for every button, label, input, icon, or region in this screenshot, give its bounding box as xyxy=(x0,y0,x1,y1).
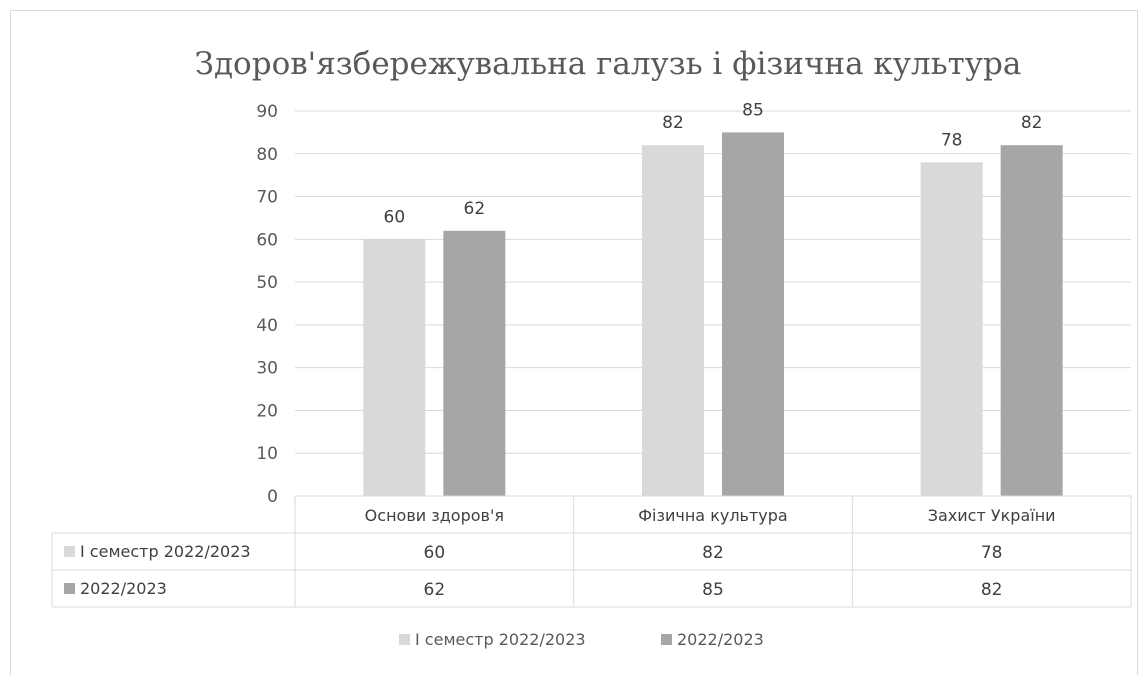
legend-swatch xyxy=(399,634,410,645)
data-label: 78 xyxy=(941,130,963,150)
table-cell: 82 xyxy=(981,580,1003,600)
y-tick-label: 30 xyxy=(256,359,278,379)
chart-svg: Здоров'язбережувальна галузь і фізична к… xyxy=(51,46,1132,649)
y-tick-label: 40 xyxy=(256,316,278,336)
labels-layer: 60 62 82 85 78 82 xyxy=(384,100,1043,227)
bar xyxy=(722,132,784,496)
table-cell: 78 xyxy=(981,543,1003,563)
data-label: 82 xyxy=(1021,113,1043,133)
legend-swatch xyxy=(661,634,672,645)
bar xyxy=(920,162,983,497)
series-row-label: І семестр 2022/2023 xyxy=(80,542,251,561)
y-tick-label: 60 xyxy=(256,230,278,250)
chart-title: Здоров'язбережувальна галузь і фізична к… xyxy=(195,46,1022,82)
table-cell: 60 xyxy=(424,543,446,563)
data-table: Основи здоров'я Фізична культура Захист Ук… xyxy=(51,495,1132,608)
y-tick-label: 50 xyxy=(256,273,278,293)
y-tick-label: 0 xyxy=(267,487,278,507)
bar xyxy=(1000,145,1063,496)
legend: І семестр 2022/2023 2022/2023 xyxy=(399,630,764,649)
data-label: 85 xyxy=(742,100,764,120)
chart-frame: Здоров'язбережувальна галузь і фізична к… xyxy=(10,10,1138,675)
y-tick-label: 20 xyxy=(256,401,278,421)
bars-layer xyxy=(363,132,1063,497)
category-label: Захист України xyxy=(928,506,1056,525)
bar xyxy=(363,239,426,497)
data-label: 82 xyxy=(662,113,684,133)
bar xyxy=(443,230,506,496)
series-key-swatch xyxy=(64,583,75,594)
category-label: Основи здоров'я xyxy=(365,506,504,525)
data-label: 60 xyxy=(384,207,406,227)
legend-label: 2022/2023 xyxy=(677,630,764,649)
table-cell: 82 xyxy=(702,543,724,563)
grid-layer: 0 10 20 30 40 50 60 70 80 90 xyxy=(256,102,1131,507)
y-tick-label: 80 xyxy=(256,145,278,165)
series-key-swatch xyxy=(64,546,75,557)
category-label: Фізична культура xyxy=(638,506,787,525)
data-label: 62 xyxy=(464,199,486,219)
table-cell: 62 xyxy=(424,580,446,600)
series-row-label: 2022/2023 xyxy=(80,579,167,598)
table-cell: 85 xyxy=(702,580,724,600)
y-tick-label: 70 xyxy=(256,188,278,208)
legend-label: І семестр 2022/2023 xyxy=(415,630,586,649)
y-tick-label: 10 xyxy=(256,444,278,464)
y-tick-label: 90 xyxy=(256,102,278,122)
bar xyxy=(642,145,704,496)
